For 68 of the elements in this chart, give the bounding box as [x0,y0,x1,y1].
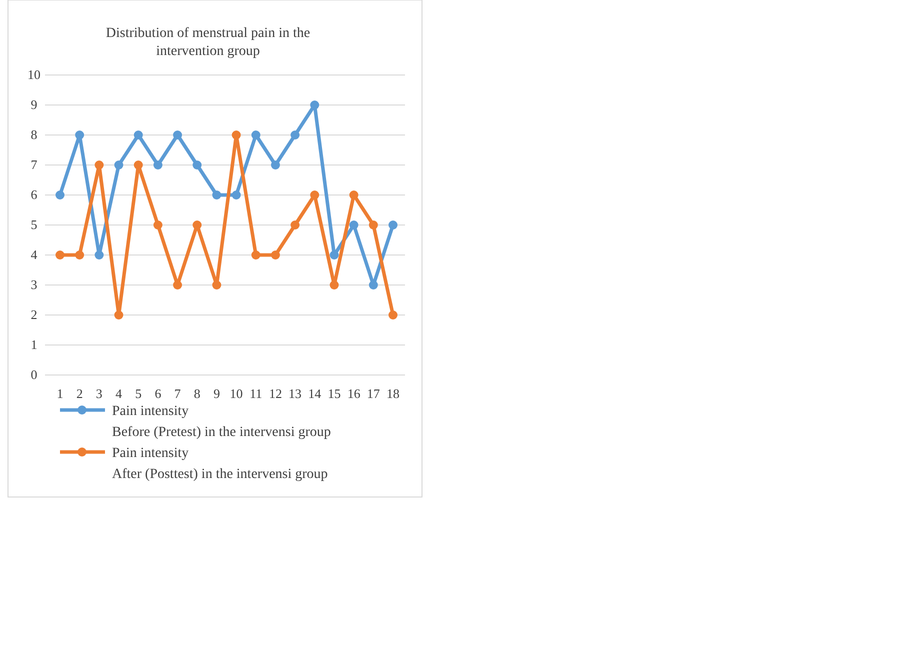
y-tick-label: 10 [28,67,40,82]
point [56,190,64,200]
y-tick-label: 8 [30,127,38,142]
x-tick-label: 12 [268,386,282,401]
point [270,160,280,170]
x-tick-label: 5 [135,386,142,401]
point [388,220,398,230]
point [388,310,398,320]
y-tick-label: 0 [30,367,38,382]
point [310,190,320,200]
x-tick-label: 14 [308,386,322,401]
point [349,190,358,200]
point [94,250,104,260]
point [232,130,241,140]
y-tick-label: 5 [30,217,38,232]
y-tick-label: 2 [30,307,38,322]
point [212,280,222,290]
point [270,250,280,260]
y-tick-label: 1 [30,337,38,352]
point [232,190,241,200]
legend-label: Pain intensity After (Posttest) in the intervensi group [112,446,328,482]
x-tick-label: 9 [213,386,220,401]
x-tick-label: 3 [96,386,102,401]
y-tick-label: 4 [30,247,38,262]
x-tick-label: 6 [154,386,162,401]
point [368,280,378,290]
x-tick-label: 10 [230,386,243,401]
point [173,130,182,140]
point [153,160,162,170]
point [192,220,202,230]
y-tick-label: 6 [30,187,38,202]
point [153,220,162,230]
point [290,220,300,230]
point [330,250,339,260]
point [310,100,320,110]
x-tick-label: 7 [174,386,182,401]
point [349,220,358,230]
point [134,130,143,140]
x-tick-label: 15 [328,386,341,401]
point [75,130,84,140]
x-tick-label: 13 [288,386,302,401]
y-tick-label: 3 [30,277,38,292]
point [290,130,300,140]
point [75,250,84,260]
y-tick-label: 9 [30,97,38,112]
point [251,250,260,260]
x-tick-label: 8 [194,386,200,401]
point [173,280,182,290]
point [94,160,104,170]
point [114,310,124,320]
x-tick-label: 17 [366,386,380,401]
point [56,250,64,260]
x-tick-label: 18 [386,386,400,401]
point [251,130,260,140]
x-tick-label: 16 [347,386,361,401]
point [134,160,143,170]
point [114,160,124,170]
point [368,220,378,230]
point [192,160,202,170]
x-tick-label: 11 [250,386,262,401]
y-tick-label: 7 [30,157,38,172]
legend-label: Pain intensity Before (Pretest) in the intervensi group [112,404,331,440]
x-tick-label: 4 [116,386,123,401]
point [330,280,339,290]
x-tick-label: 2 [76,386,83,401]
chart-title: Distribution of menstrual pain in the intervention group [106,26,310,59]
point [212,190,222,200]
x-tick-label: 1 [56,386,64,401]
